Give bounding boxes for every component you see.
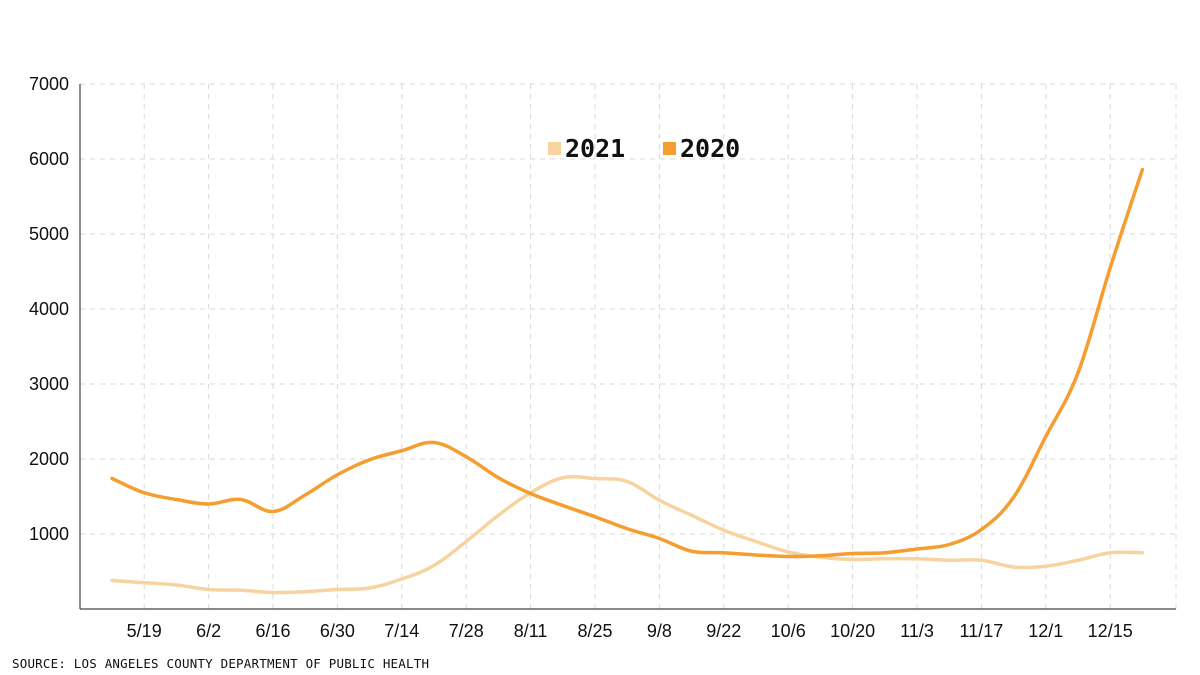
x-tick-label: 5/19	[127, 621, 162, 641]
x-tick-label: 12/15	[1088, 621, 1133, 641]
x-tick-label: 7/14	[384, 621, 419, 641]
x-tick-label: 6/30	[320, 621, 355, 641]
x-tick-label: 6/2	[196, 621, 221, 641]
source-note: SOURCE: LOS ANGELES COUNTY DEPARTMENT OF…	[12, 656, 430, 671]
y-tick-label: 3000	[29, 374, 69, 394]
y-tick-label: 4000	[29, 299, 69, 319]
x-tick-label: 8/11	[514, 621, 548, 641]
gridlines	[80, 83, 1177, 609]
x-tick-label: 9/8	[647, 621, 672, 641]
x-tick-label: 6/16	[255, 621, 290, 641]
y-tick-label: 5000	[29, 224, 69, 244]
x-tick-label: 12/1	[1028, 621, 1063, 641]
axes	[79, 84, 1176, 610]
legend-swatch-2020	[663, 142, 676, 155]
x-tick-label: 9/22	[706, 621, 741, 641]
series-lines	[110, 167, 1145, 595]
x-tick-label: 8/25	[577, 621, 612, 641]
legend-label-2020: 2020	[680, 134, 740, 163]
x-tick-label: 11/17	[960, 621, 1004, 641]
y-tick-label: 1000	[29, 524, 69, 544]
x-tick-label: 11/3	[900, 621, 934, 641]
series-line-2021	[110, 474, 1145, 595]
tick-labels: 1000 2000 3000 4000 5000 6000 7000 5/19 6/2 6/16 6…	[29, 74, 1133, 641]
x-tick-label: 10/20	[830, 621, 875, 641]
legend-swatch-2021	[548, 142, 561, 155]
y-tick-label: 6000	[29, 149, 69, 169]
legend-label-2021: 2021	[565, 134, 625, 163]
legend: 2021 2020	[548, 134, 740, 163]
series-line-2020	[110, 167, 1145, 559]
y-tick-label: 2000	[29, 449, 69, 469]
y-tick-label: 7000	[29, 74, 69, 94]
x-tick-label: 7/28	[449, 621, 484, 641]
x-tick-label: 10/6	[771, 621, 806, 641]
